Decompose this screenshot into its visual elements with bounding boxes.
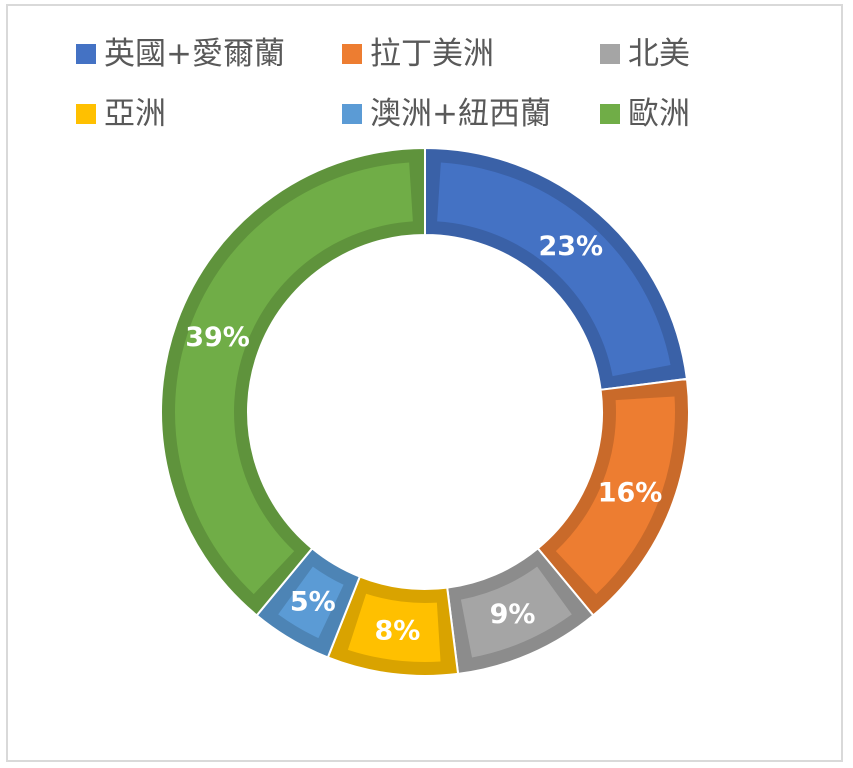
data-label-4: 5% [290,586,336,617]
legend-label: 英國+愛爾蘭 [104,36,285,72]
legend-swatch [76,104,96,124]
legend-item-asia: 亞洲 [76,94,166,134]
legend-label: 拉丁美洲 [370,36,494,72]
legend-label: 歐洲 [628,96,690,132]
legend-label: 北美 [628,36,690,72]
doughnut-labels: 23% 16% 9% 8% 5% 39% [185,231,662,646]
data-label-0: 23% [538,231,603,262]
legend-item-uk-ireland: 英國+愛爾蘭 [76,34,285,74]
legend-item-north-america: 北美 [600,34,690,74]
legend-item-australia-nz: 澳洲+紐西蘭 [342,94,551,134]
legend-swatch [342,104,362,124]
legend-label: 亞洲 [104,96,166,132]
legend-item-europe: 歐洲 [600,94,690,134]
legend-swatch [76,44,96,64]
legend-swatch [600,44,620,64]
legend-label: 澳洲+紐西蘭 [370,96,551,132]
slice-face-3 [347,593,441,662]
slice-face-1 [555,396,675,595]
legend: 英國+愛爾蘭 拉丁美洲 北美 亞洲 澳洲+紐西蘭 歐洲 [0,0,853,140]
data-label-2: 9% [490,599,536,630]
slice-face-0 [437,162,671,377]
doughnut-slices [160,146,690,677]
data-label-1: 16% [598,478,663,509]
slice-face-4 [278,566,344,639]
legend-swatch [600,104,620,124]
data-label-3: 8% [374,615,420,646]
legend-item-latin-america: 拉丁美洲 [342,34,494,74]
slice-face-2 [460,566,572,658]
legend-swatch [342,44,362,64]
data-label-5: 39% [185,322,250,353]
slice-face-5 [174,162,413,595]
